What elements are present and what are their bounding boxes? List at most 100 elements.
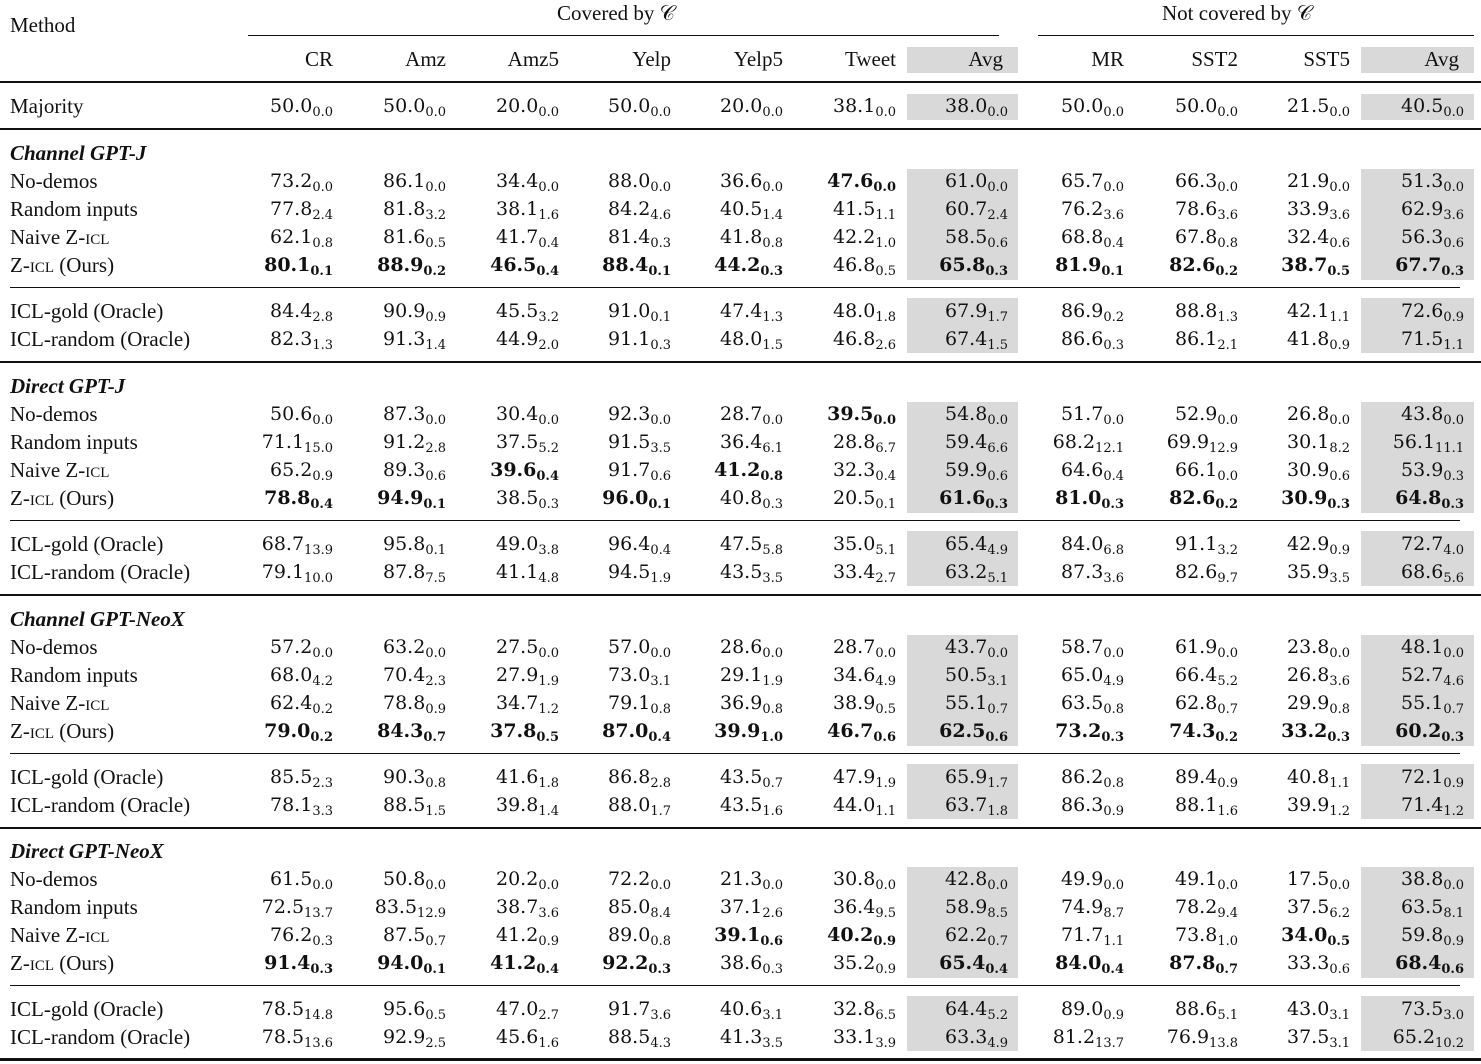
score-cell: 68.212.1 xyxy=(1052,431,1124,456)
score-cell: 92.20.3 xyxy=(602,952,671,977)
std-dev: 6.2 xyxy=(1329,906,1350,921)
score-cell: 73.20.0 xyxy=(270,170,333,195)
score-cell: 80.10.1 xyxy=(264,254,333,279)
column-header: Avg xyxy=(968,47,1003,71)
score-cell: 40.51.4 xyxy=(720,198,783,223)
score-cell: 37.53.1 xyxy=(1287,1026,1350,1051)
score-cell: 78.63.6 xyxy=(1175,198,1238,223)
score-cell: 47.41.3 xyxy=(720,300,783,325)
score-cell: 50.00.0 xyxy=(1175,95,1238,120)
score-cell: 40.81.1 xyxy=(1287,766,1350,791)
std-dev: 2.3 xyxy=(312,776,333,791)
std-dev: 0.0 xyxy=(425,878,446,893)
score-cell: 37.80.5 xyxy=(490,720,559,745)
score-cell: 43.50.7 xyxy=(720,766,783,791)
majority-rule xyxy=(0,128,1481,130)
score-cell: 30.90.6 xyxy=(1287,459,1350,484)
score-cell: 36.49.5 xyxy=(833,896,896,921)
score-cell: 32.40.6 xyxy=(1287,226,1350,251)
score-cell: 86.20.8 xyxy=(1061,766,1124,791)
std-dev: 0.4 xyxy=(536,264,559,279)
std-dev: 0.0 xyxy=(762,180,783,195)
score-cell: 74.98.7 xyxy=(1061,896,1124,921)
score-cell: 78.80.4 xyxy=(264,487,333,512)
score-cell: 36.60.0 xyxy=(720,170,783,195)
avg-shading xyxy=(1361,298,1474,353)
score-cell: 86.90.2 xyxy=(1061,300,1124,325)
score-cell: 43.70.0 xyxy=(945,636,1008,661)
std-dev: 3.5 xyxy=(762,1036,783,1051)
score-cell: 47.55.8 xyxy=(720,533,783,558)
avg-shading xyxy=(1361,47,1474,73)
std-dev: 0.0 xyxy=(1217,878,1238,893)
score-cell: 29.11.9 xyxy=(720,664,783,689)
std-dev: 0.0 xyxy=(312,646,333,661)
std-dev: 0.6 xyxy=(1329,962,1350,977)
score-cell: 88.11.6 xyxy=(1175,794,1238,819)
small-caps-text: icl xyxy=(29,486,54,510)
std-dev: 1.4 xyxy=(538,804,559,819)
score-cell: 50.60.0 xyxy=(270,403,333,428)
score-cell: 38.11.6 xyxy=(496,198,559,223)
std-dev: 3.1 xyxy=(762,1008,783,1023)
score-cell: 72.513.7 xyxy=(261,896,333,921)
std-dev: 3.5 xyxy=(1329,571,1350,586)
score-cell: 42.80.0 xyxy=(945,868,1008,893)
std-dev: 0.3 xyxy=(538,497,559,512)
std-dev: 6.7 xyxy=(875,441,896,456)
score-cell: 32.86.5 xyxy=(833,998,896,1023)
std-dev: 4.6 xyxy=(1443,674,1464,689)
std-dev: 0.3 xyxy=(1327,730,1350,745)
std-dev: 0.1 xyxy=(423,962,446,977)
std-dev: 0.6 xyxy=(873,730,896,745)
score-cell: 38.10.0 xyxy=(833,95,896,120)
score-cell: 43.51.6 xyxy=(720,794,783,819)
method-label: ICL-gold (Oracle) xyxy=(10,997,164,1021)
score-cell: 34.71.2 xyxy=(496,692,559,717)
not-covered-cmidrule xyxy=(1038,35,1474,36)
column-header: Amz5 xyxy=(507,47,559,71)
method-header: Method xyxy=(10,13,76,37)
std-dev: 1.0 xyxy=(760,730,783,745)
std-dev: 1.1 xyxy=(875,804,896,819)
score-cell: 21.50.0 xyxy=(1287,95,1350,120)
std-dev: 0.1 xyxy=(310,264,333,279)
std-dev: 3.6 xyxy=(1443,208,1464,223)
score-cell: 77.82.4 xyxy=(270,198,333,223)
std-dev: 0.1 xyxy=(648,264,671,279)
std-dev: 0.0 xyxy=(873,180,896,195)
column-header: Avg xyxy=(1424,47,1459,71)
score-cell: 55.10.7 xyxy=(945,692,1008,717)
score-cell: 50.80.0 xyxy=(383,868,446,893)
score-cell: 57.00.0 xyxy=(608,636,671,661)
score-cell: 64.80.3 xyxy=(1395,487,1464,512)
std-dev: 9.7 xyxy=(1217,571,1238,586)
score-cell: 94.90.1 xyxy=(377,487,446,512)
std-dev: 0.2 xyxy=(1215,264,1238,279)
std-dev: 0.0 xyxy=(312,180,333,195)
score-cell: 46.80.5 xyxy=(833,254,896,279)
method-label: ICL-random (Oracle) xyxy=(10,1025,191,1049)
score-cell: 91.00.1 xyxy=(608,300,671,325)
score-cell: 63.71.8 xyxy=(945,794,1008,819)
score-cell: 91.53.5 xyxy=(608,431,671,456)
std-dev: 11.1 xyxy=(1435,441,1464,456)
std-dev: 2.0 xyxy=(538,338,559,353)
std-dev: 0.5 xyxy=(1327,934,1350,949)
score-cell: 34.64.9 xyxy=(833,664,896,689)
std-dev: 0.9 xyxy=(538,934,559,949)
score-cell: 65.44.9 xyxy=(945,533,1008,558)
method-label: ICL-random (Oracle) xyxy=(10,793,191,817)
std-dev: 5.1 xyxy=(1217,1008,1238,1023)
score-cell: 94.51.9 xyxy=(608,561,671,586)
score-cell: 89.00.9 xyxy=(1061,998,1124,1023)
score-cell: 67.70.3 xyxy=(1395,254,1464,279)
score-cell: 58.50.6 xyxy=(945,226,1008,251)
std-dev: 0.3 xyxy=(648,962,671,977)
score-cell: 41.20.9 xyxy=(496,924,559,949)
std-dev: 4.0 xyxy=(1443,543,1464,558)
score-cell: 59.80.9 xyxy=(1401,924,1464,949)
score-cell: 95.80.1 xyxy=(383,533,446,558)
method-label: ICL-gold (Oracle) xyxy=(10,299,164,323)
std-dev: 0.0 xyxy=(650,413,671,428)
